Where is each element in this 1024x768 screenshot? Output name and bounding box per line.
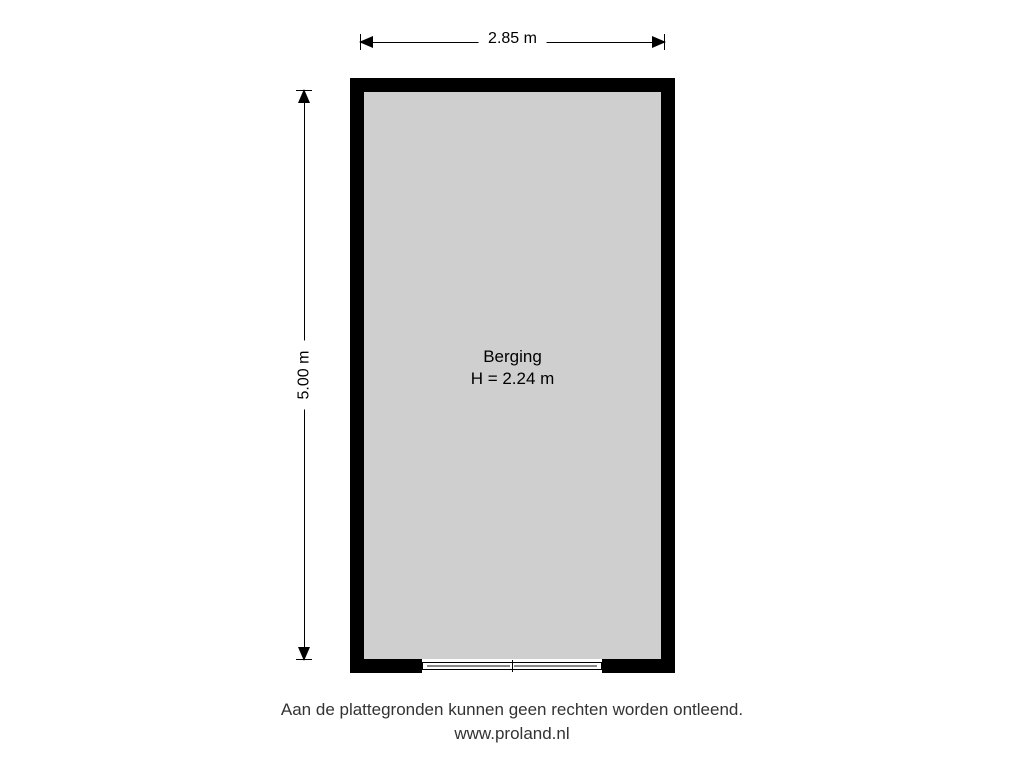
door-panel xyxy=(427,665,510,667)
arrow-up-icon xyxy=(298,89,310,103)
door-panel xyxy=(514,665,597,667)
door-frame xyxy=(422,662,602,670)
door-divider xyxy=(512,660,513,672)
dimension-width: 2.85 m xyxy=(360,28,665,58)
room-name: Berging xyxy=(471,346,555,369)
arrow-down-icon xyxy=(298,647,310,661)
footer: Aan de plattegronden kunnen geen rechten… xyxy=(0,698,1024,746)
room-walls: Berging H = 2.24 m xyxy=(350,78,675,673)
dimension-height-label: 5.00 m xyxy=(295,341,313,410)
dimension-width-label: 2.85 m xyxy=(478,30,547,48)
arrow-right-icon xyxy=(652,36,666,48)
dimension-height: 5.00 m xyxy=(290,90,320,660)
room-label: Berging H = 2.24 m xyxy=(471,346,555,392)
website-text: www.proland.nl xyxy=(0,722,1024,746)
arrow-left-icon xyxy=(359,36,373,48)
disclaimer-text: Aan de plattegronden kunnen geen rechten… xyxy=(0,698,1024,722)
room-height: H = 2.24 m xyxy=(471,369,555,392)
floorplan-canvas: 2.85 m 5.00 m Berging H = 2.24 m Aan de … xyxy=(0,0,1024,768)
